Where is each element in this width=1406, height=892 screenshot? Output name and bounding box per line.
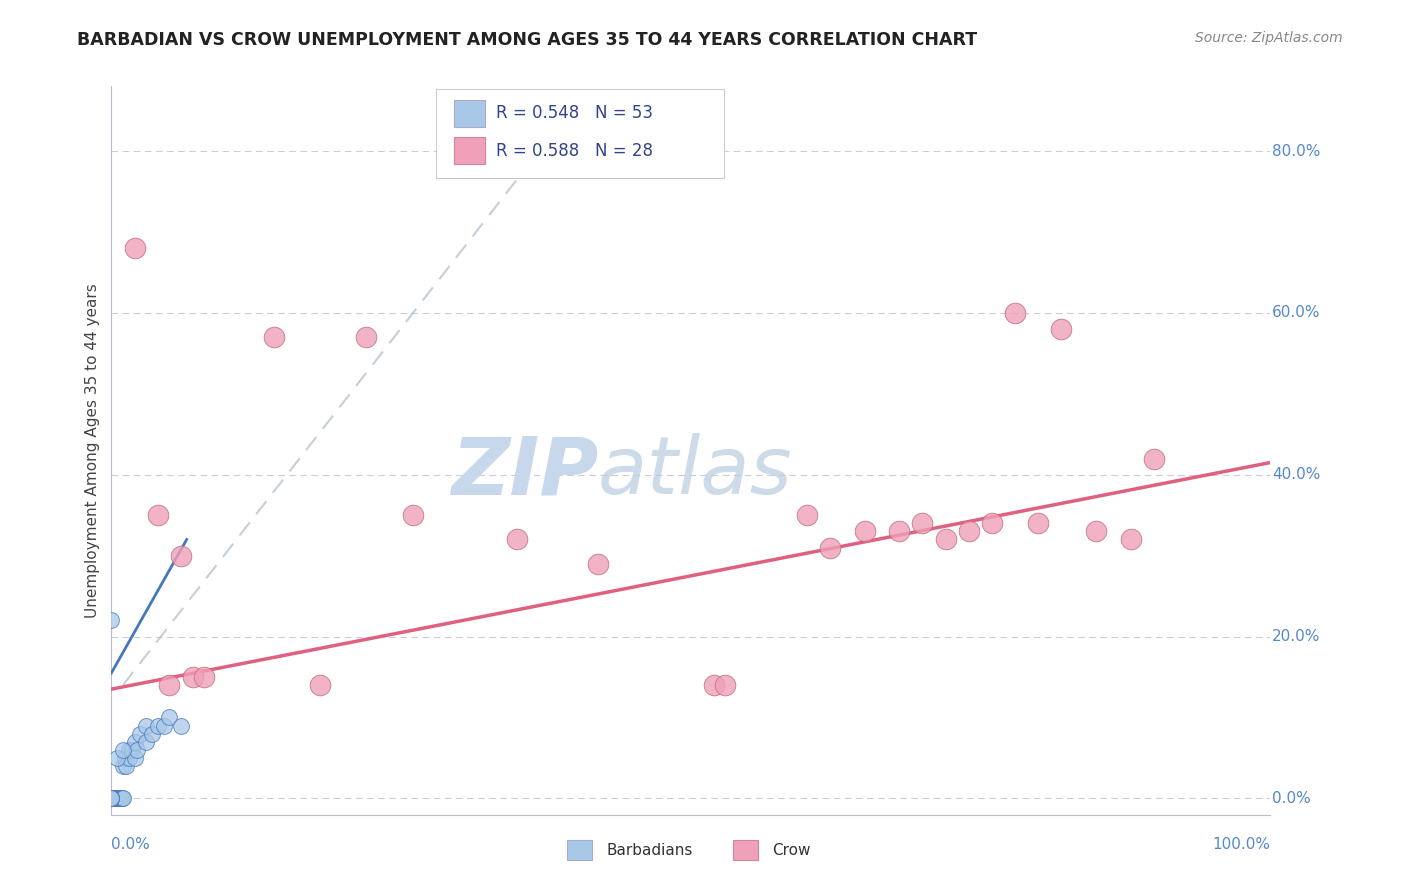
Point (124, 751, 146, 765)
Text: atlas: atlas (598, 434, 793, 511)
Point (703, 678, 725, 692)
Point (100, 791, 122, 805)
Point (181, 670, 204, 684)
Point (1143, 451, 1166, 466)
Point (309, 678, 332, 692)
Point (115, 759, 138, 773)
Point (105, 791, 128, 805)
Point (586, 557, 609, 571)
Text: 80.0%: 80.0% (1272, 144, 1320, 159)
Point (110, 791, 132, 805)
Point (100, 791, 122, 805)
Point (100, 791, 122, 805)
Text: ZIP: ZIP (451, 434, 598, 511)
Point (853, 524, 876, 539)
Point (118, 751, 141, 765)
Point (100, 791, 122, 805)
Point (1085, 524, 1108, 539)
Point (796, 508, 818, 523)
Point (141, 726, 163, 740)
Text: 0.0%: 0.0% (111, 837, 150, 852)
Point (193, 670, 215, 684)
Text: R = 0.548   N = 53: R = 0.548 N = 53 (496, 104, 654, 122)
Point (111, 791, 134, 805)
Point (125, 743, 148, 757)
Point (157, 678, 180, 692)
Point (100, 791, 122, 805)
Point (100, 791, 122, 805)
Point (1026, 516, 1049, 531)
Point (135, 718, 157, 732)
Point (818, 541, 841, 555)
Point (957, 524, 980, 539)
Point (170, 718, 193, 732)
Text: 100.0%: 100.0% (1212, 837, 1270, 852)
Point (506, 533, 529, 547)
Point (1119, 533, 1142, 547)
Text: 20.0%: 20.0% (1272, 629, 1320, 644)
Point (356, 330, 378, 344)
Point (108, 791, 131, 805)
Text: BARBADIAN VS CROW UNEMPLOYMENT AMONG AGES 35 TO 44 YEARS CORRELATION CHART: BARBADIAN VS CROW UNEMPLOYMENT AMONG AGE… (77, 31, 977, 49)
Point (889, 524, 911, 539)
Point (100, 791, 122, 805)
Point (118, 743, 141, 757)
Point (152, 718, 174, 732)
Point (100, 791, 122, 805)
Point (100, 791, 122, 805)
Point (100, 791, 122, 805)
Point (135, 735, 157, 749)
Point (100, 791, 122, 805)
Point (100, 791, 122, 805)
Point (100, 791, 122, 805)
Point (114, 751, 136, 765)
Point (100, 791, 122, 805)
Point (121, 743, 143, 757)
Point (146, 718, 169, 732)
Point (100, 791, 122, 805)
Point (100, 791, 122, 805)
Point (263, 330, 285, 344)
Text: 0.0%: 0.0% (1272, 791, 1310, 805)
Point (100, 791, 122, 805)
Text: 60.0%: 60.0% (1272, 305, 1320, 320)
Text: Source: ZipAtlas.com: Source: ZipAtlas.com (1195, 31, 1343, 45)
Point (100, 791, 122, 805)
Point (100, 791, 122, 805)
Point (911, 516, 934, 531)
Y-axis label: Unemployment Among Ages 35 to 44 years: Unemployment Among Ages 35 to 44 years (86, 283, 100, 618)
Point (105, 751, 128, 765)
Point (100, 791, 122, 805)
Point (714, 678, 737, 692)
Text: Crow: Crow (772, 843, 811, 858)
Point (107, 791, 129, 805)
Point (111, 743, 134, 757)
Point (100, 791, 122, 805)
Point (129, 726, 152, 740)
Point (100, 791, 122, 805)
Point (401, 508, 423, 523)
Point (100, 791, 122, 805)
Point (111, 791, 134, 805)
Point (124, 735, 146, 749)
Point (1050, 322, 1073, 336)
Text: 40.0%: 40.0% (1272, 467, 1320, 483)
Text: Barbadians: Barbadians (606, 843, 693, 858)
Text: R = 0.588   N = 28: R = 0.588 N = 28 (496, 142, 654, 160)
Point (105, 791, 128, 805)
Point (100, 791, 122, 805)
Point (170, 549, 193, 563)
Point (100, 791, 122, 805)
Point (1004, 306, 1026, 320)
Point (157, 710, 180, 724)
Point (935, 533, 957, 547)
Point (100, 791, 122, 805)
Point (100, 613, 122, 627)
Point (111, 759, 134, 773)
Point (981, 516, 1004, 531)
Point (124, 241, 146, 255)
Point (146, 508, 169, 523)
